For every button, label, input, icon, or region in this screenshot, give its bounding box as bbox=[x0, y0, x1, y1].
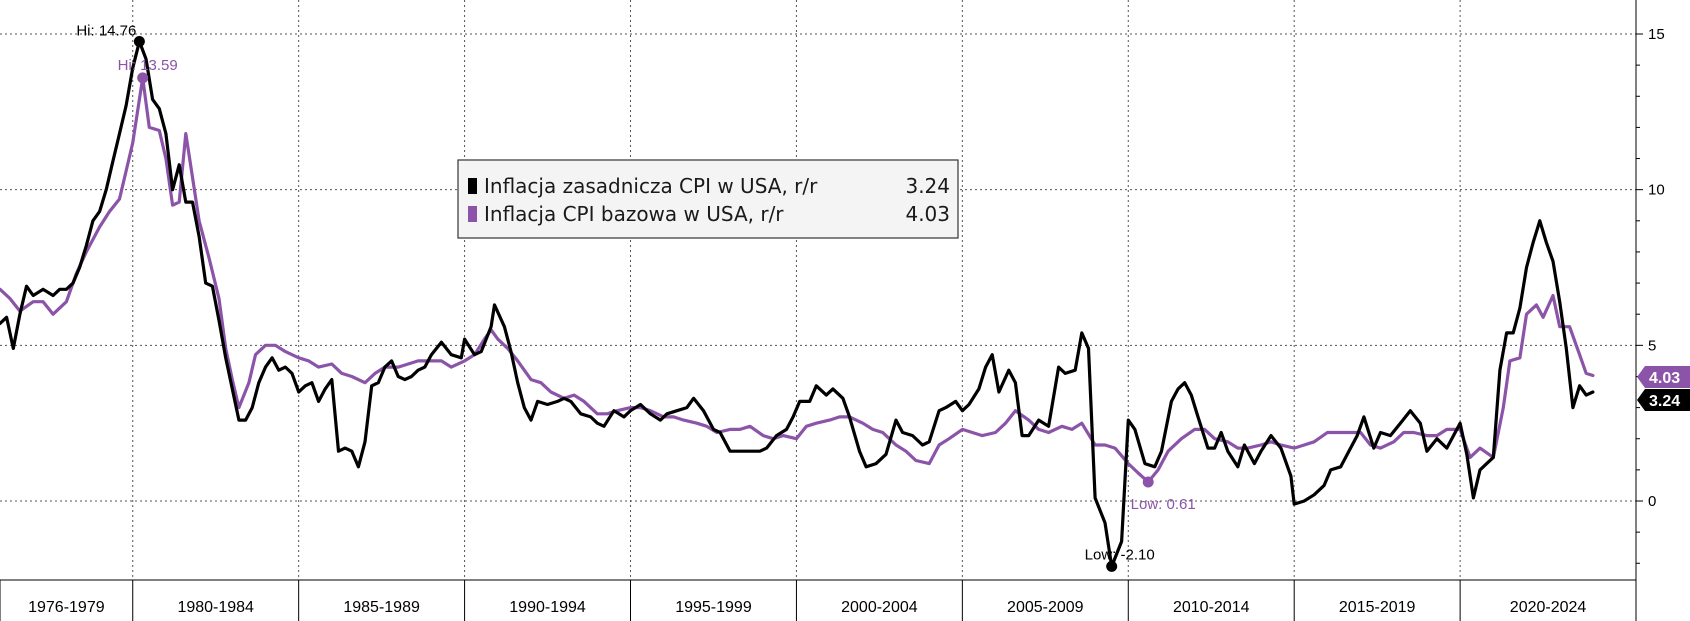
xcat-label-5: 2000-2004 bbox=[841, 599, 918, 616]
annotation-marker-1 bbox=[137, 72, 149, 84]
xcat-label-2: 1985-1989 bbox=[343, 599, 420, 616]
badge-core bbox=[1637, 366, 1690, 388]
annotation-marker-3 bbox=[1142, 476, 1154, 488]
series-line-0 bbox=[0, 39, 1595, 568]
annotation-label-0: Hi: 14.76 bbox=[76, 22, 136, 39]
legend-label-core: Inflacja CPI bazowa w USA, r/r bbox=[484, 202, 784, 226]
ytick-label-10: 10 bbox=[1648, 182, 1665, 199]
series-layer bbox=[0, 39, 1595, 568]
legend-value-headline: 3.24 bbox=[905, 174, 950, 198]
xcat-label-6: 2005-2009 bbox=[1007, 599, 1084, 616]
xcat-label-8: 2015-2019 bbox=[1339, 599, 1416, 616]
xcat-label-0: 1976-1979 bbox=[28, 599, 105, 616]
legend-value-core: 4.03 bbox=[905, 202, 950, 226]
annotation-label-2: Low: -2.10 bbox=[1085, 546, 1155, 563]
annotation-layer: Hi: 14.76 Hi: 13.59 Low: -2.10 Low: 0.61 bbox=[76, 22, 1196, 572]
legend-swatch-core bbox=[468, 206, 477, 222]
xcat-label-1: 1980-1984 bbox=[177, 599, 254, 616]
annotation-marker-0 bbox=[133, 35, 145, 47]
legend: Inflacja zasadnicza CPI w USA, r/r 3.24 … bbox=[457, 159, 959, 239]
legend-box bbox=[457, 159, 959, 239]
annotation-label-3: Low: 0.61 bbox=[1131, 496, 1196, 513]
ytick-label-5: 5 bbox=[1648, 337, 1656, 354]
legend-swatch-headline bbox=[468, 178, 477, 194]
xcat-label-7: 2010-2014 bbox=[1173, 599, 1250, 616]
legend-label-headline: Inflacja zasadnicza CPI w USA, r/r bbox=[484, 174, 818, 198]
badge-core-text: 4.03 bbox=[1649, 370, 1680, 387]
ytick-label-15: 15 bbox=[1648, 26, 1665, 43]
grid bbox=[0, 0, 1636, 580]
badge-headline bbox=[1637, 389, 1690, 411]
ytick-label-0: 0 bbox=[1648, 493, 1656, 510]
xcat-label-9: 2020-2024 bbox=[1510, 599, 1587, 616]
xcat-label-4: 1995-1999 bbox=[675, 599, 752, 616]
annotation-label-1: Hi: 13.59 bbox=[118, 57, 178, 74]
badge-headline-text: 3.24 bbox=[1649, 393, 1680, 410]
xcat-label-3: 1990-1994 bbox=[509, 599, 586, 616]
series-line-1 bbox=[0, 76, 1595, 484]
last-value-badges: 4.03 3.24 bbox=[1637, 366, 1690, 411]
annotation-marker-2 bbox=[1106, 560, 1118, 572]
